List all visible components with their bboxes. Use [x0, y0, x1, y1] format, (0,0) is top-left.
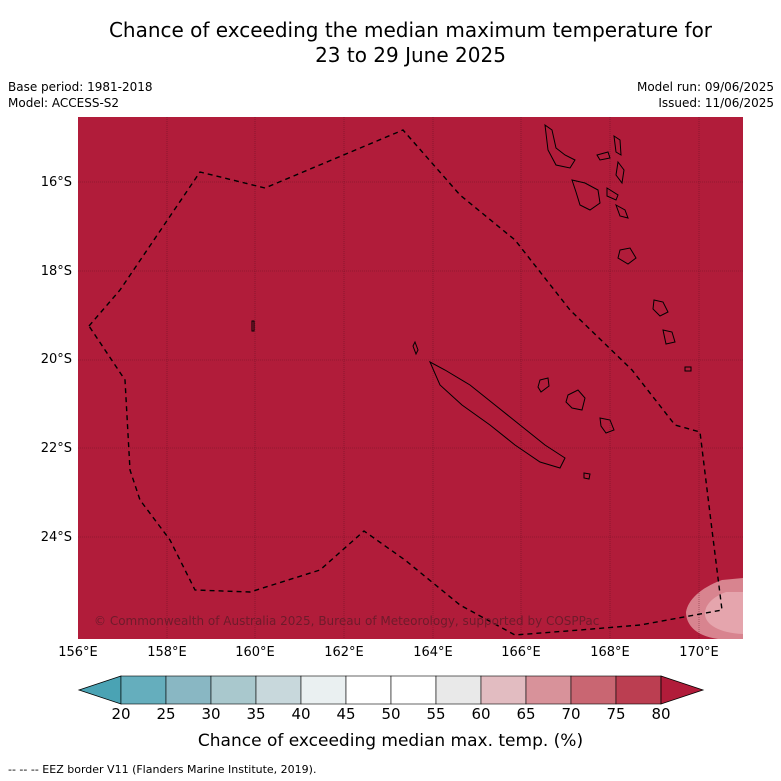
colorbar-tick-label: 45 [336, 705, 356, 723]
island-outline [571, 179, 601, 211]
model-name: Model: ACCESS-S2 [8, 96, 120, 110]
colorbar-tick-label: 30 [201, 705, 221, 723]
colorbar-segment [165, 675, 212, 705]
colorbar-tick-label: 25 [156, 705, 176, 723]
meta-left: Base period: 1981-2018 Model: ACCESS-S2 [8, 79, 153, 111]
colorbar-over-arrow [660, 675, 705, 705]
eez-border [88, 129, 723, 636]
colorbar-segment [615, 675, 662, 705]
lon-label: 164°E [413, 645, 453, 660]
colorbar-segment [435, 675, 482, 705]
colorbar-under-arrow [77, 675, 122, 705]
island-outline [613, 134, 622, 156]
colorbar-segment [480, 675, 527, 705]
colorbar-tick-label: 70 [561, 705, 581, 723]
colorbar-tick-label: 35 [246, 705, 266, 723]
island-outline [583, 472, 591, 480]
colorbar-segment [300, 675, 347, 705]
model-run: Model run: 09/06/2025 [636, 80, 774, 94]
colorbar [77, 675, 705, 705]
vanuatu-outline [544, 123, 576, 169]
colorbar-segment [525, 675, 572, 705]
colorbar-segment [210, 675, 257, 705]
island-outline [412, 340, 419, 356]
lat-label: 18°S [40, 264, 72, 279]
island-outline [596, 151, 611, 161]
lat-label: 24°S [40, 530, 72, 545]
title-line-1: Chance of exceeding the median maximum t… [108, 18, 713, 42]
lon-label: 160°E [235, 645, 275, 660]
colorbar-segment [570, 675, 617, 705]
lon-label: 156°E [58, 645, 98, 660]
island-outline [617, 247, 637, 265]
colorbar-tick-label: 20 [111, 705, 131, 723]
colorbar-tick-label: 50 [381, 705, 401, 723]
colorbar-tick-label: 65 [516, 705, 536, 723]
light-zone-inner [704, 592, 743, 634]
colorbar-tick-label: 80 [651, 705, 671, 723]
island-outline [565, 389, 586, 411]
title-line-2: 23 to 29 June 2025 [315, 43, 506, 67]
island-outline [599, 417, 615, 434]
colorbar-tick-label: 60 [471, 705, 491, 723]
colorbar-segment [390, 675, 437, 705]
island-outline [684, 366, 692, 372]
chart-title: Chance of exceeding the median maximum t… [0, 18, 781, 68]
island-outline [251, 320, 255, 332]
gridlines [78, 117, 743, 639]
island-outline [615, 203, 629, 219]
island-outline [615, 160, 625, 185]
lon-label: 170°E [679, 645, 719, 660]
colorbar-tick-label: 40 [291, 705, 311, 723]
island-outline [537, 377, 550, 393]
lon-label: 166°E [501, 645, 541, 660]
eez-legend: -- -- -- EEZ border V11 (Flanders Marine… [8, 763, 317, 776]
new-caledonia-outline [428, 360, 566, 469]
colorbar-segment [345, 675, 392, 705]
island-outline [606, 187, 619, 201]
lon-label: 168°E [590, 645, 630, 660]
colorbar-segment [255, 675, 302, 705]
lat-label: 20°S [40, 352, 72, 367]
map-background [78, 117, 743, 639]
copyright-notice: © Commonwealth of Australia 2025, Bureau… [94, 614, 600, 628]
colorbar-segment [120, 675, 167, 705]
lat-label: 16°S [40, 175, 72, 190]
lon-label: 162°E [324, 645, 364, 660]
base-period: Base period: 1981-2018 [8, 80, 153, 94]
issued-date: Issued: 11/06/2025 [658, 96, 774, 110]
colorbar-tick-label: 55 [426, 705, 446, 723]
island-outline [652, 299, 669, 317]
lat-label: 22°S [40, 441, 72, 456]
colorbar-title: Chance of exceeding median max. temp. (%… [197, 731, 584, 751]
colorbar-tick-label: 75 [606, 705, 626, 723]
meta-right: Model run: 09/06/2025 Issued: 11/06/2025 [637, 79, 774, 111]
lon-label: 158°E [147, 645, 187, 660]
island-outline [662, 329, 676, 345]
